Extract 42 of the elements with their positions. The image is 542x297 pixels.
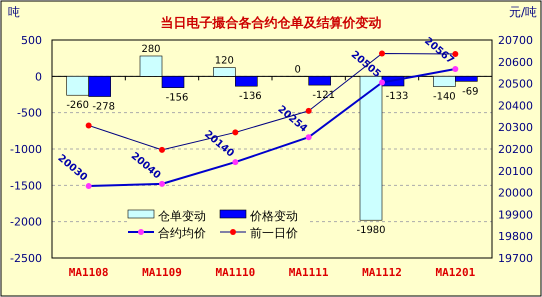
y2-tick-label: 19900 — [498, 208, 533, 222]
chart-title: 当日电子撮合各合约仓单及结算价变动 — [160, 15, 382, 31]
y-tick-label: -1500 — [10, 179, 42, 192]
data-label: -260 — [66, 100, 90, 112]
legend-label: 合约均价 — [158, 226, 206, 240]
y-tick-label: 0 — [35, 70, 42, 84]
y2-tick-label: 20600 — [498, 56, 533, 69]
data-label: -278 — [92, 102, 116, 113]
y2-tick-label: 20700 — [498, 34, 533, 47]
y-axis-title: 吨 — [8, 5, 20, 19]
y2-tick-label: 19800 — [498, 230, 533, 244]
y2-tick-label: 20100 — [498, 164, 533, 178]
data-label: -133 — [386, 91, 408, 102]
y-tick-label: -1000 — [10, 143, 42, 156]
y2-tick-label: 20000 — [498, 186, 533, 200]
legend-label: 仓单变动 — [158, 209, 206, 223]
x-tick-label: MA1111 — [288, 266, 329, 279]
y2-tick-label: 20500 — [498, 78, 533, 91]
y-tick-label: -2000 — [10, 216, 42, 229]
y2-tick-label: 20400 — [498, 99, 533, 112]
y-tick-label: -500 — [17, 106, 42, 120]
legend-label: 前一日价 — [250, 226, 298, 240]
x-tick-label: MA1108 — [68, 266, 109, 279]
y2-tick-label: 20200 — [498, 143, 533, 156]
data-label: -69 — [462, 86, 479, 98]
x-tick-label: MA1201 — [435, 266, 476, 279]
data-label: 120 — [214, 56, 234, 67]
x-tick-label: MA1110 — [215, 266, 256, 279]
y2-tick-label: 19700 — [498, 252, 533, 265]
data-label: -136 — [238, 91, 262, 102]
data-label: 0 — [294, 64, 301, 76]
data-label: -1980 — [356, 225, 386, 236]
data-label: -156 — [166, 92, 188, 104]
x-tick-label: MA1109 — [142, 266, 182, 279]
y2-tick-label: 20300 — [498, 121, 533, 134]
x-tick-label: MA1112 — [362, 266, 402, 279]
y-tick-label: 500 — [21, 34, 42, 47]
data-label: 280 — [141, 44, 161, 55]
legend-label: 价格变动 — [249, 209, 298, 223]
y2-axis-title: 元/吨 — [508, 5, 537, 19]
data-label: -140 — [432, 92, 456, 103]
y-tick-label: -2500 — [10, 252, 42, 265]
